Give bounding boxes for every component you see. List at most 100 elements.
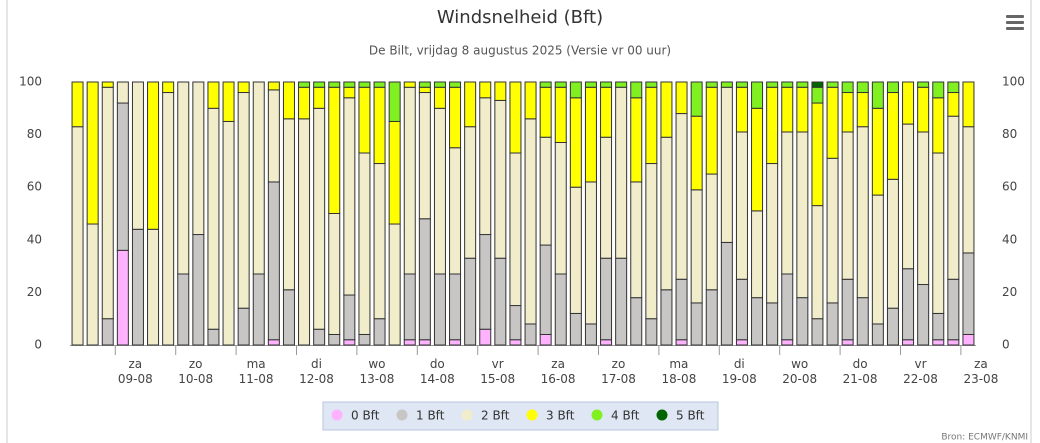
bar-segment bbox=[932, 152, 945, 314]
bar-segment bbox=[313, 328, 326, 346]
bar-segment bbox=[932, 339, 945, 346]
x-tick-label: wo 20-08 bbox=[782, 357, 818, 386]
x-tick-label: zo 10-08 bbox=[178, 357, 214, 386]
y2-tick-label: 0 bbox=[1002, 338, 1010, 352]
bar-segment bbox=[403, 339, 416, 346]
x-tick-label: za 23-08 bbox=[963, 357, 999, 386]
bar-segment bbox=[781, 339, 794, 346]
bar-segment bbox=[177, 81, 190, 275]
bar-segment bbox=[630, 97, 643, 183]
bar-segment bbox=[373, 318, 386, 346]
bar-segment bbox=[584, 81, 597, 88]
bar-segment bbox=[735, 278, 748, 341]
bar-segment bbox=[660, 289, 673, 346]
bar-segment bbox=[660, 136, 673, 291]
bar-segment bbox=[962, 126, 975, 254]
bar-segment bbox=[917, 81, 930, 88]
bar-segment bbox=[932, 81, 945, 99]
bar-segment bbox=[282, 118, 295, 291]
bar-segment bbox=[131, 228, 144, 346]
bar-segment bbox=[86, 81, 99, 225]
bar-segment bbox=[705, 289, 718, 346]
bar-segment bbox=[751, 81, 764, 109]
bar-segment bbox=[871, 81, 884, 109]
bar-segment bbox=[871, 323, 884, 346]
bar-segment bbox=[766, 86, 779, 165]
legend-marker bbox=[526, 409, 538, 421]
x-tick-label: zo 17-08 bbox=[601, 357, 636, 386]
bar-segment bbox=[71, 81, 84, 128]
bar-segment bbox=[207, 81, 220, 109]
x-tick-label: za 09-08 bbox=[117, 357, 153, 386]
bar-segment bbox=[600, 136, 613, 259]
bar-segment bbox=[373, 163, 386, 320]
bar-segment bbox=[645, 318, 658, 346]
bar-segment bbox=[751, 297, 764, 346]
bar-segment bbox=[781, 86, 794, 133]
bar-segment bbox=[584, 181, 597, 325]
legend-marker bbox=[656, 409, 668, 421]
bar-segment bbox=[886, 81, 899, 94]
bar-segment bbox=[403, 273, 416, 341]
bar-segment bbox=[116, 249, 129, 346]
bar-segment bbox=[886, 178, 899, 309]
x-tick-label: ma 11-08 bbox=[238, 357, 274, 386]
bar-segment bbox=[569, 97, 582, 188]
bar-segment bbox=[358, 333, 371, 346]
bar-segment bbox=[766, 163, 779, 304]
bar-segment bbox=[343, 97, 356, 296]
bar-segment bbox=[464, 126, 477, 259]
bar-segment bbox=[418, 86, 431, 94]
bar-segment bbox=[751, 210, 764, 299]
bar-segment bbox=[675, 278, 688, 341]
bar-segment bbox=[615, 257, 628, 346]
bar-segment bbox=[433, 273, 446, 346]
bar-segment bbox=[600, 339, 613, 346]
bar-segment bbox=[841, 131, 854, 280]
y-tick-label: 80 bbox=[27, 127, 42, 141]
bar-segment bbox=[796, 297, 809, 346]
bar-segment bbox=[902, 81, 915, 125]
legend-marker bbox=[591, 409, 603, 421]
bar-segment bbox=[479, 328, 492, 346]
bar-segment bbox=[222, 120, 235, 346]
bar-segment bbox=[554, 273, 567, 346]
legend-label: 5 Bft bbox=[676, 409, 705, 423]
bar-segment bbox=[343, 86, 356, 99]
bar-segment bbox=[192, 234, 205, 346]
bar-segment bbox=[735, 131, 748, 280]
bar-segment bbox=[826, 86, 839, 159]
bar-segment bbox=[811, 205, 824, 320]
bar-segment bbox=[116, 102, 129, 251]
bar-segment bbox=[615, 86, 628, 259]
legend-label: 2 Bft bbox=[481, 409, 510, 423]
chart-subtitle: De Bilt, vrijdag 8 augustus 2025 (Versie… bbox=[369, 44, 671, 58]
bar-segment bbox=[464, 81, 477, 128]
bar-segment bbox=[947, 81, 960, 94]
bar-segment bbox=[464, 257, 477, 346]
bar-segment bbox=[509, 81, 522, 154]
bar-segment bbox=[116, 81, 129, 104]
bar-segment bbox=[494, 99, 507, 259]
bar-segment bbox=[328, 81, 341, 88]
menu-button[interactable] bbox=[1005, 14, 1025, 32]
y2-tick-label: 100 bbox=[1002, 75, 1025, 89]
bar-segment bbox=[388, 223, 401, 346]
bar-segment bbox=[751, 107, 764, 212]
bar-segment bbox=[630, 181, 643, 299]
bar-segment bbox=[494, 81, 507, 101]
bar-segment bbox=[690, 302, 703, 346]
bar-segment bbox=[856, 92, 869, 128]
bar-segment bbox=[766, 302, 779, 346]
bar-segment bbox=[917, 131, 930, 286]
legend-label: 4 Bft bbox=[611, 409, 640, 423]
bar-segment bbox=[343, 339, 356, 346]
legend-label: 1 Bft bbox=[416, 409, 445, 423]
bar-segment bbox=[222, 81, 235, 122]
bar-segment bbox=[645, 86, 658, 165]
bar-segment bbox=[690, 115, 703, 191]
bar-segment bbox=[177, 273, 190, 346]
bar-segment bbox=[720, 86, 733, 243]
credit: Bron: ECMWF/KNMI bbox=[941, 433, 1028, 443]
